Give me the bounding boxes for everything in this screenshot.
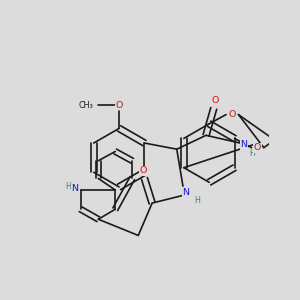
Text: O: O — [254, 143, 261, 152]
Text: N: N — [182, 188, 190, 197]
Text: N: N — [71, 184, 78, 193]
Text: CH₃: CH₃ — [79, 101, 93, 110]
Text: O: O — [116, 101, 123, 110]
Text: O: O — [139, 166, 147, 175]
Text: H: H — [194, 196, 200, 205]
Text: H: H — [65, 182, 71, 191]
Text: N: N — [240, 140, 247, 149]
Text: H: H — [249, 149, 255, 158]
Text: O: O — [212, 96, 219, 105]
Text: O: O — [229, 110, 236, 119]
